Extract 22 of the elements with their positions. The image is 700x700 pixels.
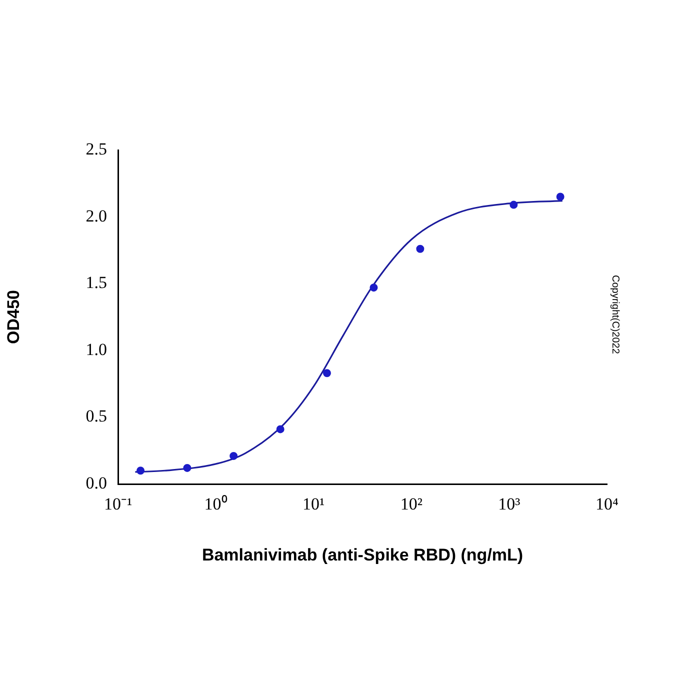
x-axis-title: Bamlanivimab (anti-Spike RBD) (ng/mL)	[202, 545, 524, 564]
y-tick-label: 1.5	[86, 273, 107, 292]
y-tick-label: 2.5	[86, 139, 107, 158]
point	[370, 284, 378, 292]
x-tick-label: 10⁴	[596, 494, 619, 514]
point	[183, 464, 192, 472]
point	[230, 452, 238, 460]
point	[416, 244, 424, 253]
x-tick-label: 10³	[498, 494, 520, 514]
point	[276, 425, 284, 434]
y-tick-label: 0.0	[86, 473, 107, 492]
y-tick-label: 2.0	[86, 206, 107, 226]
point	[136, 466, 145, 475]
x-tick-label: 10⁻¹	[104, 494, 132, 514]
y-axis-title: OD450	[4, 290, 23, 344]
y-tick-label: 0.5	[86, 406, 107, 426]
x-tick-label: 10²	[400, 494, 422, 514]
x-tick-label: 10¹	[302, 494, 325, 514]
point	[322, 369, 331, 378]
text: Copyright(C)2022	[609, 275, 620, 354]
x-tick-label: 10⁰	[204, 494, 228, 514]
y-tick-label: 1.0	[86, 340, 107, 359]
